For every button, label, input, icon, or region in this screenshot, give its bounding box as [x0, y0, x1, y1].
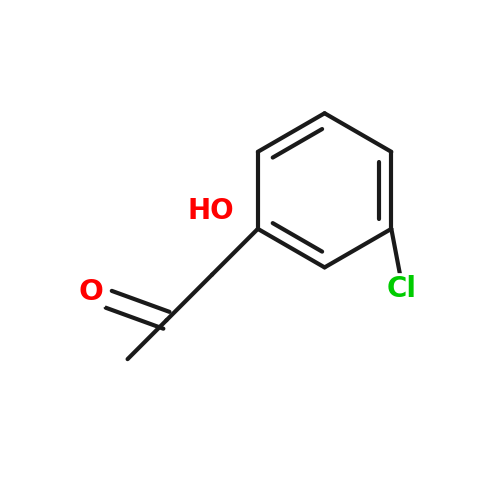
- Text: Cl: Cl: [386, 274, 416, 302]
- Text: HO: HO: [188, 198, 234, 226]
- Text: O: O: [79, 278, 104, 306]
